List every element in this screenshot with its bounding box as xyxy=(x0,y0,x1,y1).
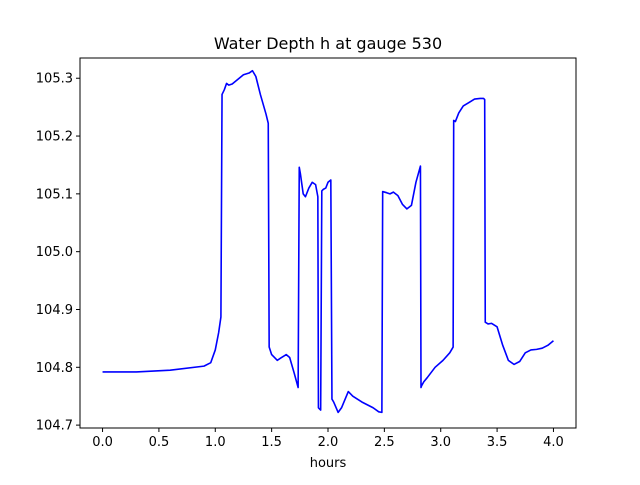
x-tick-label-6: 3.0 xyxy=(430,435,451,450)
series-line-0 xyxy=(102,69,554,414)
x-tick-label-8: 4.0 xyxy=(543,435,564,450)
chart-title: Water Depth h at gauge 530 xyxy=(214,34,442,53)
x-tick-label-4: 2.0 xyxy=(318,435,339,450)
y-tick-label-6: 105.3 xyxy=(36,72,73,87)
y-tick-label-3: 105.0 xyxy=(36,245,73,260)
y-tick-label-5: 105.2 xyxy=(36,130,73,145)
x-tick-label-3: 1.5 xyxy=(261,435,282,450)
x-tick-label-0: 0.0 xyxy=(92,435,113,450)
x-axis-label: hours xyxy=(310,456,347,471)
x-tick-label-2: 1.0 xyxy=(205,435,226,450)
y-tick-label-0: 104.7 xyxy=(36,419,73,434)
plot-area: 0.0 0.5 1.0 1.5 2.0 2.5 3.0 3.5 4.0 104.7 104.8 104… xyxy=(36,57,577,450)
y-tick-label-4: 105.1 xyxy=(36,187,73,202)
x-tick-label-1: 0.5 xyxy=(149,435,170,450)
x-tick-label-5: 2.5 xyxy=(374,435,395,450)
x-tick-label-7: 3.5 xyxy=(487,435,508,450)
y-tick-label-1: 104.8 xyxy=(36,361,73,376)
y-tick-label-2: 104.9 xyxy=(36,303,73,318)
